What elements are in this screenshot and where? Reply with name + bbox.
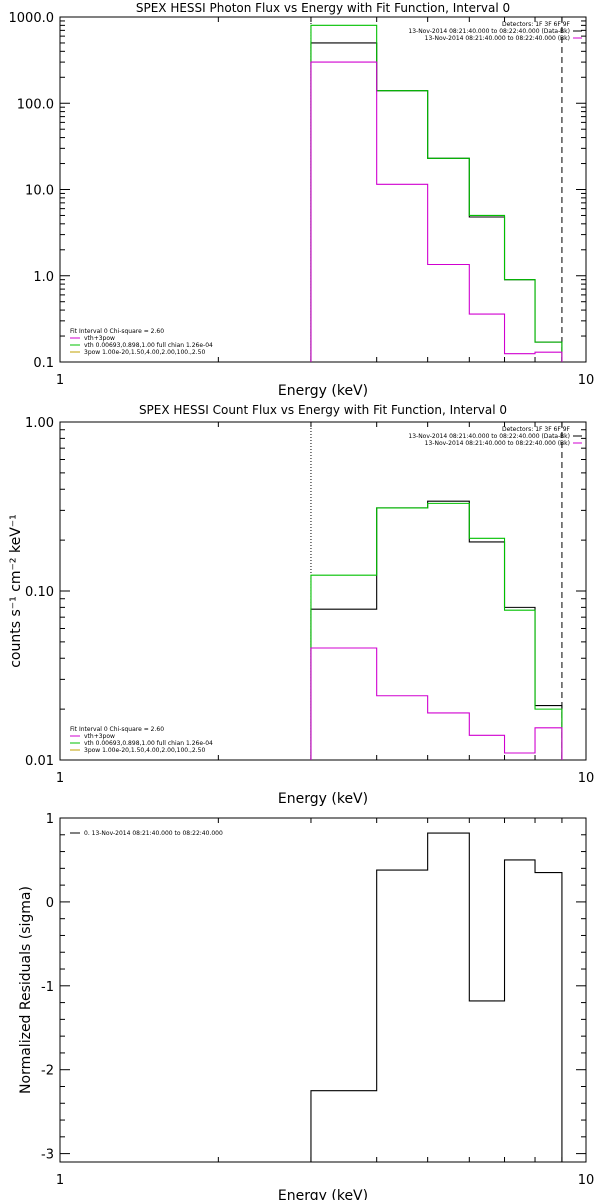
x-tick-label: 1	[56, 771, 64, 786]
y-tick-label: -2	[41, 1064, 54, 1079]
legend-entry-left: vth 0.00693,0.898,1.00 full chian 1.26e-…	[84, 740, 213, 747]
series-line-3	[310, 61, 563, 362]
legend-entry-right: 13-Nov-2014 08:21:40.000 to 08:22:40.000…	[425, 440, 570, 447]
chart-panel-2: SPEX HESSI Count Flux vs Energy with Fit…	[8, 403, 594, 807]
legend-entry-left: vth 0.00693,0.898,1.00 full chian 1.26e-…	[84, 342, 213, 349]
x-tick-label: 1	[56, 1173, 64, 1188]
y-axis-label: counts s⁻¹ cm⁻² keV⁻¹	[8, 514, 24, 668]
y-tick-label: -1	[41, 980, 54, 995]
legend-entry-left: Fit Interval 0 Chi-square = 2.60	[70, 328, 164, 335]
y-tick-label: 100.0	[17, 97, 54, 112]
legend-entry-left: 3pow 1.00e-20,1.50,4.00,2.00,100.,2.50	[84, 349, 205, 356]
x-tick-label: 1	[56, 373, 64, 388]
x-axis-label: Energy (keV)	[278, 383, 368, 399]
x-tick-label: 10	[578, 771, 595, 786]
y-tick-label: 0.1	[33, 356, 54, 371]
plot-frame	[59, 421, 587, 761]
x-tick-label: 10	[578, 373, 595, 388]
chart-panel-1: SPEX HESSI Photon Flux vs Energy with Fi…	[9, 1, 595, 399]
series-line-2	[310, 502, 563, 760]
y-tick-label: 1	[46, 812, 54, 827]
legend-entry-right: Detectors: 1F 3F 6F 9F	[502, 426, 571, 433]
x-axis-label: Energy (keV)	[278, 1188, 368, 1200]
series-line-3	[310, 647, 563, 760]
y-tick-label: 0	[46, 896, 54, 911]
legend-entry-left: vth+3pow	[84, 335, 115, 342]
legend-entry-left: vth+3pow	[84, 733, 115, 740]
legend-entry-right: 13-Nov-2014 08:21:40.000 to 08:22:40.000…	[408, 433, 570, 440]
chart-title: SPEX HESSI Photon Flux vs Energy with Fi…	[136, 1, 510, 15]
series-line-1	[310, 832, 563, 1162]
legend-entry-left: Fit Interval 0 Chi-square = 2.60	[70, 726, 164, 733]
legend-entry-left: 0. 13-Nov-2014 08:21:40.000 to 08:22:40.…	[84, 830, 223, 837]
series-line-1	[310, 42, 563, 362]
y-tick-label: 0.10	[25, 585, 54, 600]
series-line-2	[310, 24, 563, 362]
y-tick-label: 0.01	[25, 754, 54, 769]
legend-entry-right: 13-Nov-2014 08:21:40.000 to 08:22:40.000…	[425, 35, 570, 42]
x-tick-label: 10	[578, 1173, 595, 1188]
legend-entry-right: Detectors: 1F 3F 6F 9F	[502, 21, 571, 28]
series-line-1	[310, 500, 563, 760]
x-axis-label: Energy (keV)	[278, 791, 368, 807]
y-tick-label: 1000.0	[9, 11, 55, 26]
legend-entry-left: 3pow 1.00e-20,1.50,4.00,2.00,100.,2.50	[84, 747, 205, 754]
y-tick-label: 1.0	[33, 270, 54, 285]
chart-panel-3: 1 10 -3 -2 -1 0 1 Energy (keV) Normalized Residu…	[18, 812, 594, 1200]
plot-frame	[59, 817, 587, 1163]
chart-title: SPEX HESSI Count Flux vs Energy with Fit…	[139, 403, 507, 417]
y-axis-label: Normalized Residuals (sigma)	[18, 886, 34, 1094]
y-tick-label: -3	[41, 1148, 54, 1163]
plot-frame	[59, 16, 587, 363]
y-tick-label: 1.00	[25, 416, 54, 431]
legend-entry-right: 13-Nov-2014 08:21:40.000 to 08:22:40.000…	[408, 28, 570, 35]
y-tick-label: 10.0	[25, 184, 54, 199]
